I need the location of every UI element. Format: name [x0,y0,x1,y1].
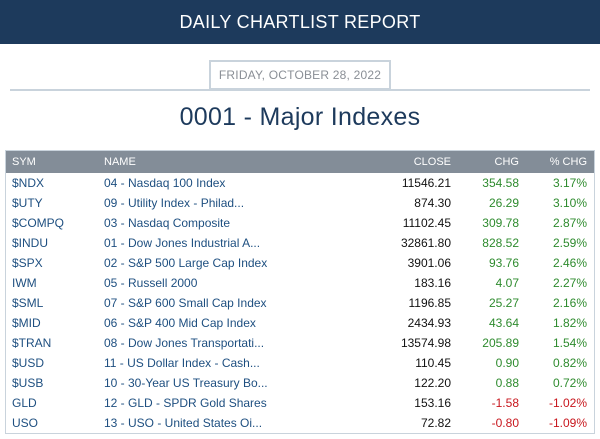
close-value: 874.30 [414,196,451,210]
change-value: 205.89 [482,336,519,350]
change-value: 26.29 [488,196,519,210]
symbol-link[interactable]: $INDU [12,236,49,250]
index-name-link[interactable]: 11 - US Dollar Index - Cash... [104,356,260,370]
table-header-row: SYM NAME CLOSE CHG % CHG [6,151,594,173]
date-divider [10,89,590,91]
percent-change-value: 3.10% [552,196,587,210]
header-name[interactable]: NAME [104,156,136,168]
change-value: 354.58 [482,176,519,190]
index-name-link[interactable]: 09 - Utility Index - Philad... [104,196,245,210]
close-value: 183.16 [414,276,451,290]
close-value: 2434.93 [407,316,451,330]
index-name-link[interactable]: 12 - GLD - SPDR Gold Shares [104,396,267,410]
index-name-link[interactable]: 07 - S&P 600 Small Cap Index [104,296,267,310]
close-value: 11102.45 [402,216,451,230]
percent-change-value: -1.02% [548,396,587,410]
percent-change-value: 2.27% [552,276,587,290]
close-value: 13574.98 [400,336,451,350]
table-row[interactable]: GLD 12 - GLD - SPDR Gold Shares 153.16 -1.5… [6,393,594,413]
change-value: 0.88 [495,376,519,390]
table-row[interactable]: $NDX 04 - Nasdaq 100 Index 11546.21 354.58 3… [6,173,594,193]
index-table: SYM NAME CLOSE CHG % CHG $NDX 04 - Nasdaq… [5,150,595,434]
header-pct-chg[interactable]: % CHG [549,156,587,168]
table-row[interactable]: $UTY 09 - Utility Index - Philad... 874.30… [6,193,594,213]
percent-change-value: 2.87% [552,216,587,230]
table-row[interactable]: $MID 06 - S&P 400 Mid Cap Index 2434.93 43.… [6,313,594,333]
symbol-link[interactable]: $COMPQ [12,216,65,230]
report-banner: DAILY CHARTLIST REPORT [0,0,600,44]
table-body: $NDX 04 - Nasdaq 100 Index 11546.21 354.58 3… [6,173,594,433]
change-value: 93.76 [488,256,519,270]
table-row[interactable]: $USD 11 - US Dollar Index - Cash... 110.45… [6,353,594,373]
close-value: 1196.85 [408,296,452,310]
index-name-link[interactable]: 06 - S&P 400 Mid Cap Index [104,316,256,330]
change-value: 4.07 [495,276,519,290]
index-name-link[interactable]: 05 - Russell 2000 [104,276,198,290]
header-close[interactable]: CLOSE [413,156,451,168]
symbol-link[interactable]: IWM [12,276,37,290]
index-name-link[interactable]: 01 - Dow Jones Industrial A... [104,236,261,250]
index-name-link[interactable]: 13 - USO - United States Oi... [104,416,263,430]
percent-change-value: 2.16% [552,296,587,310]
table-row[interactable]: USO 13 - USO - United States Oi... 72.82 -0… [6,413,594,433]
banner-title: DAILY CHARTLIST REPORT [179,11,421,32]
close-value: 110.45 [415,356,451,370]
header-chg[interactable]: CHG [494,156,519,168]
percent-change-value: 0.82% [552,356,587,370]
percent-change-value: 1.54% [552,336,587,350]
chartlist-title-text: 0001 - Major Indexes [179,102,421,131]
change-value: 43.64 [488,316,519,330]
percent-change-value: 3.17% [552,176,587,190]
index-name-link[interactable]: 08 - Dow Jones Transportati... [104,336,265,350]
table-row[interactable]: $INDU 01 - Dow Jones Industrial A... 32861… [6,233,594,253]
change-value: 309.78 [482,216,519,230]
report-date-label: FRIDAY, OCTOBER 28, 2022 [218,68,382,82]
symbol-link[interactable]: USO [12,416,39,430]
change-value: -0.80 [491,416,519,430]
close-value: 11546.21 [401,176,451,190]
table-row[interactable]: $COMPQ 03 - Nasdaq Composite 11102.45 309.7… [6,213,594,233]
close-value: 32861.80 [400,236,451,250]
symbol-link[interactable]: $UTY [12,196,43,210]
percent-change-value: -1.09% [548,416,587,430]
close-value: 153.16 [414,396,451,410]
symbol-link[interactable]: $SML [12,296,44,310]
report-date: FRIDAY, OCTOBER 28, 2022 [209,60,391,90]
symbol-link[interactable]: $USD [12,356,45,370]
change-value: -1.58 [491,396,519,410]
percent-change-value: 0.72% [552,376,587,390]
change-value: 828.52 [482,236,519,250]
close-value: 3901.06 [407,256,451,270]
table-row[interactable]: $TRAN 08 - Dow Jones Transportati... 13574… [6,333,594,353]
index-name-link[interactable]: 02 - S&P 500 Large Cap Index [104,256,268,270]
table-row[interactable]: $SML 07 - S&P 600 Small Cap Index 1196.85 2… [6,293,594,313]
table-row[interactable]: IWM 05 - Russell 2000 183.16 4.07 2.27% [6,273,594,293]
table-row[interactable]: $SPX 02 - S&P 500 Large Cap Index 3901.06 9… [6,253,594,273]
symbol-link[interactable]: $NDX [12,176,45,190]
change-value: 0.90 [495,356,519,370]
change-value: 25.27 [488,296,519,310]
symbol-link[interactable]: GLD [12,396,37,410]
index-name-link[interactable]: 04 - Nasdaq 100 Index [104,176,226,190]
table-row[interactable]: $USB 10 - 30-Year US Treasury Bo... 122.20… [6,373,594,393]
symbol-link[interactable]: $USB [12,376,44,390]
symbol-link[interactable]: $SPX [12,256,43,270]
percent-change-value: 2.59% [552,236,587,250]
percent-change-value: 1.82% [552,316,587,330]
symbol-link[interactable]: $MID [12,316,41,330]
header-sym[interactable]: SYM [12,156,36,168]
index-name-link[interactable]: 03 - Nasdaq Composite [104,216,231,230]
index-name-link[interactable]: 10 - 30-Year US Treasury Bo... [104,376,268,390]
symbol-link[interactable]: $TRAN [12,336,52,350]
percent-change-value: 2.46% [552,256,587,270]
chartlist-title: 0001 - Major Indexes [0,100,600,134]
close-value: 122.20 [414,376,451,390]
close-value: 72.82 [420,416,451,430]
